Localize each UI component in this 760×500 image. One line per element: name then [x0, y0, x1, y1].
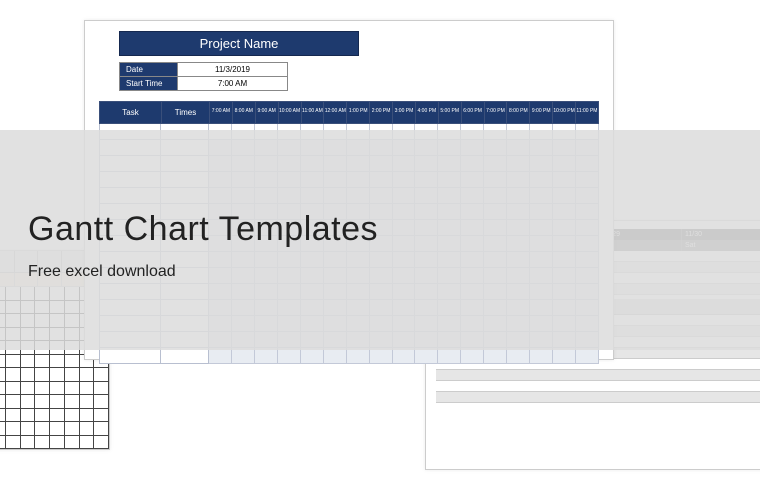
gantt-cell [530, 348, 553, 364]
col-header-hour: 9:00 AM [255, 101, 278, 124]
col-header-hour: 10:00 PM [552, 101, 575, 124]
col-header-hour: 4:00 PM [415, 101, 438, 124]
gantt-row [99, 348, 599, 364]
col-header-hour: 8:00 PM [506, 101, 529, 124]
col-header-hour: 3:00 PM [392, 101, 415, 124]
gantt-cell [370, 348, 393, 364]
gantt-cell [576, 348, 599, 364]
meta-value-date: 11/3/2019 [178, 63, 288, 77]
gantt-cell [347, 348, 370, 364]
gantt-cell [507, 348, 530, 364]
col-header-hour: 11:00 AM [301, 101, 324, 124]
gantt-cell [209, 348, 232, 364]
col-header-hour: 9:00 PM [529, 101, 552, 124]
col-header-hour: 5:00 PM [438, 101, 461, 124]
meta-label-start: Start Time [120, 77, 178, 91]
col-header-times: Times [161, 101, 209, 124]
task-cell [99, 348, 161, 364]
col-header-hour: 2:00 PM [369, 101, 392, 124]
project-name-banner: Project Name [119, 31, 359, 56]
gantt-cell [438, 348, 461, 364]
meta-label-date: Date [120, 63, 178, 77]
gantt-cell [301, 348, 324, 364]
gantt-cell [324, 348, 347, 364]
times-cell [161, 348, 209, 364]
col-header-hour: 12:00 AM [323, 101, 346, 124]
page-title: Gantt Chart Templates [28, 210, 378, 249]
col-header-hour: 6:00 PM [461, 101, 484, 124]
gantt-cell [553, 348, 576, 364]
gantt-cell [415, 348, 438, 364]
col-header-hour: 1:00 PM [346, 101, 369, 124]
gantt-cell [393, 348, 416, 364]
col-header-hour: 11:00 PM [575, 101, 599, 124]
col-header-hour: 10:00 AM [278, 101, 301, 124]
gantt-cell [461, 348, 484, 364]
meta-value-start: 7:00 AM [178, 77, 288, 91]
gantt-cell [484, 348, 507, 364]
col-header-hour: 7:00 PM [484, 101, 507, 124]
gantt-cell [255, 348, 278, 364]
gantt-cell [278, 348, 301, 364]
col-header-hour: 7:00 AM [209, 101, 232, 124]
page-subtitle: Free excel download [28, 263, 378, 281]
gantt-cell [232, 348, 255, 364]
meta-table: Date 11/3/2019 Start Time 7:00 AM [119, 62, 288, 91]
title-block: Gantt Chart Templates Free excel downloa… [28, 210, 378, 281]
col-header-task: Task [99, 101, 161, 124]
col-header-hour: 8:00 AM [232, 101, 255, 124]
